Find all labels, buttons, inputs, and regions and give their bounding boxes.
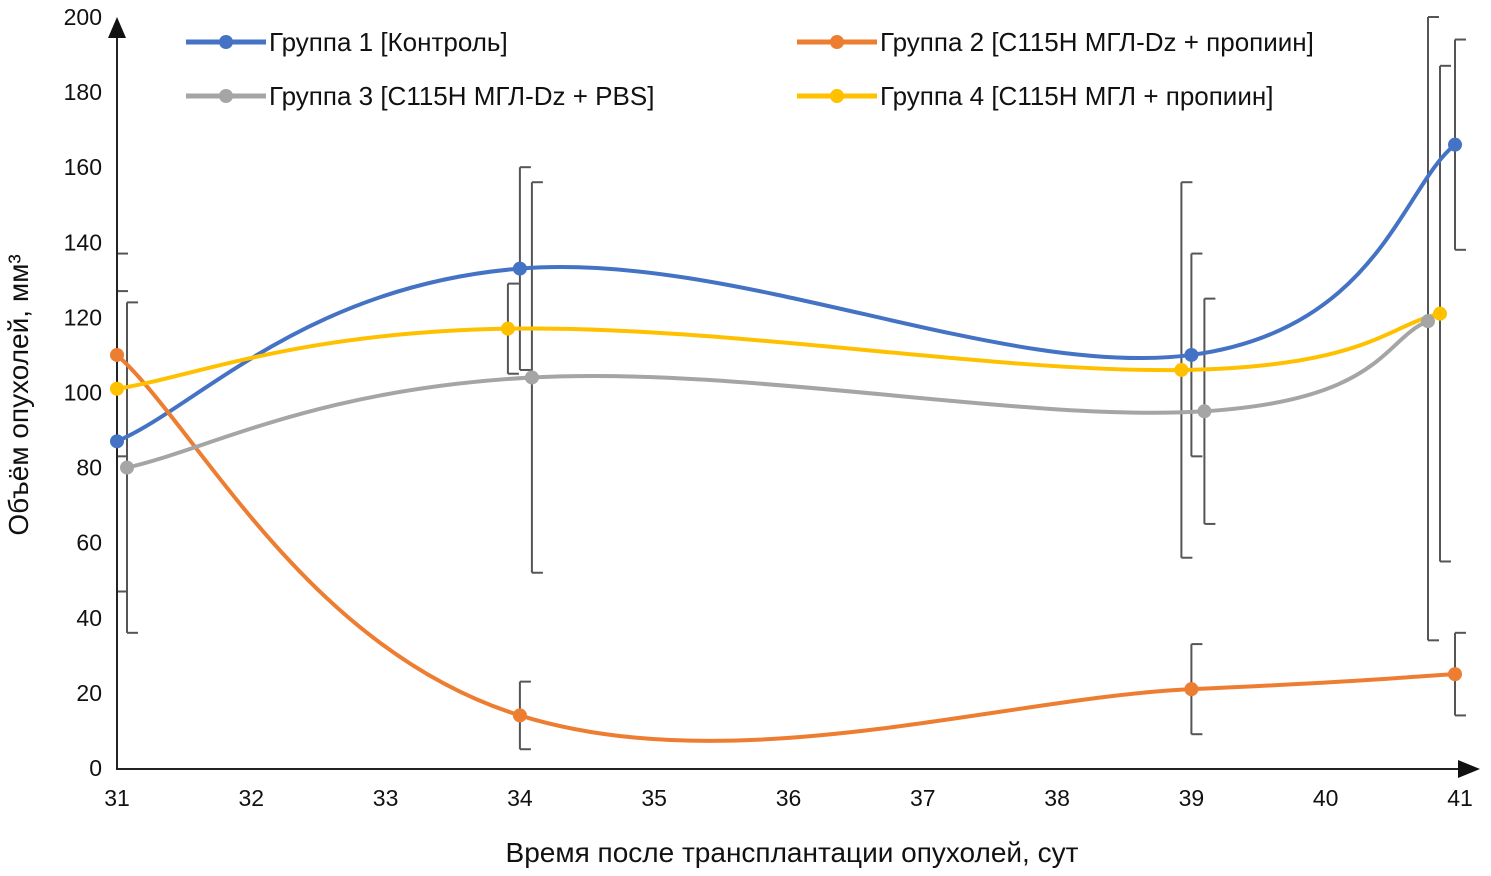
- x-tick-label: 33: [373, 785, 399, 811]
- axes: [108, 17, 1480, 778]
- data-point: [512, 261, 527, 276]
- legend-swatch-marker: [830, 89, 844, 103]
- data-point: [110, 347, 124, 362]
- data-point: [1197, 404, 1212, 419]
- x-axis-arrow: [1458, 760, 1480, 778]
- data-point: [500, 321, 515, 336]
- data-points: [110, 137, 1462, 723]
- data-point: [1448, 667, 1462, 682]
- data-point: [1433, 306, 1447, 321]
- legend-label: Группа 3 [С115Н МГЛ-Dz + PBS]: [269, 81, 654, 111]
- series-line: [126, 319, 1429, 470]
- y-tick-label: 200: [64, 4, 102, 30]
- x-tick-label: 41: [1447, 785, 1473, 811]
- series-line: [116, 143, 1457, 444]
- legend-label: Группа 1 [Контроль]: [269, 27, 508, 57]
- x-tick-label: 37: [910, 785, 936, 811]
- legend-swatch-marker: [830, 35, 844, 49]
- data-point: [1184, 682, 1199, 697]
- series-lines: [115, 143, 1457, 743]
- x-tick-label: 40: [1313, 785, 1339, 811]
- y-tick-label: 120: [64, 304, 102, 330]
- y-tick-label: 80: [76, 455, 102, 481]
- tick-labels: 0 20 40 60 80 100 120 140 160 180 200 31 32 33 34 35 36 3…: [64, 4, 1473, 811]
- y-tick-label: 100: [64, 380, 102, 406]
- y-axis-arrow: [108, 17, 126, 38]
- y-tick-label: 140: [64, 229, 102, 255]
- data-point: [120, 460, 134, 475]
- legend-swatch-marker: [219, 35, 233, 49]
- x-tick-label: 31: [104, 785, 130, 811]
- x-tick-label: 38: [1044, 785, 1070, 811]
- data-point: [524, 370, 539, 385]
- data-point: [110, 434, 124, 449]
- x-tick-label: 35: [641, 785, 667, 811]
- legend: Группа 1 [Контроль] Группа 2 [С115Н МГЛ-D…: [186, 27, 1314, 111]
- error-bars: [116, 16, 1466, 751]
- series-line: [116, 311, 1441, 391]
- data-point: [1421, 314, 1435, 329]
- y-tick-label: 180: [64, 79, 102, 105]
- y-tick-label: 20: [76, 680, 102, 706]
- legend-label: Группа 2 [С115Н МГЛ-Dz + пропиин]: [880, 27, 1314, 57]
- data-point: [1448, 137, 1462, 152]
- data-point: [512, 708, 527, 723]
- x-axis-label: Время после трансплантации опухолей, сут: [506, 837, 1079, 868]
- data-point: [1174, 362, 1189, 377]
- legend-label: Группа 4 [С115Н МГЛ + пропиин]: [880, 81, 1273, 111]
- y-tick-label: 0: [89, 755, 102, 781]
- x-tick-label: 36: [776, 785, 802, 811]
- x-tick-label: 32: [239, 785, 265, 811]
- y-tick-label: 60: [76, 530, 102, 556]
- series-line: [115, 353, 1456, 743]
- legend-swatch-marker: [219, 89, 233, 103]
- y-tick-label: 40: [76, 605, 102, 631]
- x-tick-label: 39: [1179, 785, 1205, 811]
- data-point: [110, 381, 124, 396]
- data-point: [1184, 347, 1199, 362]
- x-tick-label: 34: [507, 785, 533, 811]
- y-axis-label: Объём опухолей, мм³: [3, 254, 34, 535]
- y-tick-label: 160: [64, 154, 102, 180]
